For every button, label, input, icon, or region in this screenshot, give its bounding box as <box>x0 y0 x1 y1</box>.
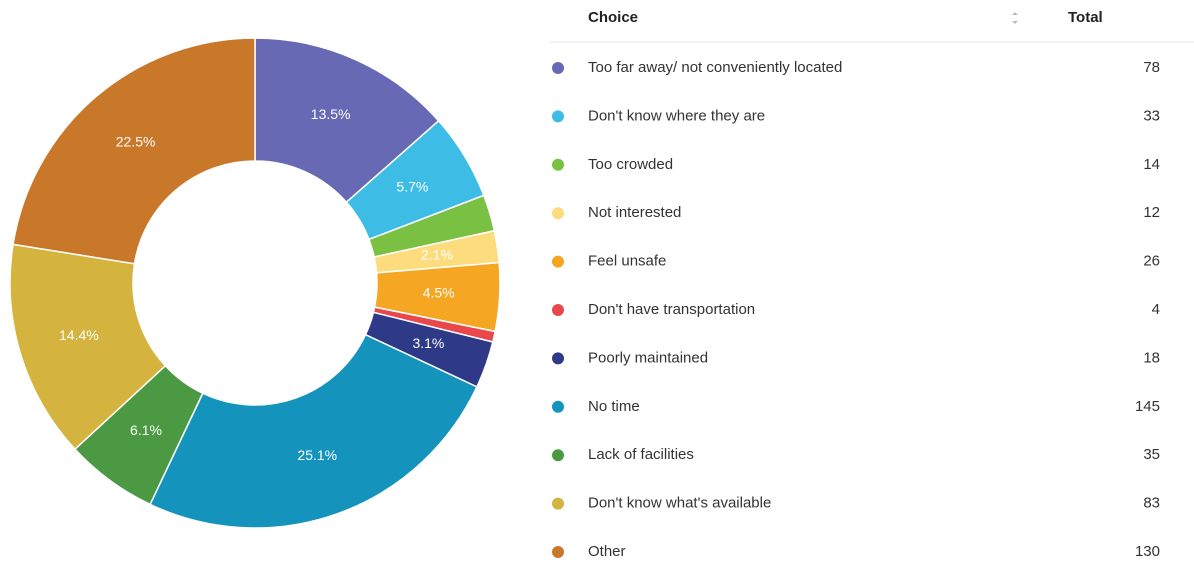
slice-label: 25.1% <box>297 447 337 463</box>
legend-dot <box>552 207 564 220</box>
total-value: 130 <box>1135 543 1160 560</box>
choice-label: Too crowded <box>588 156 673 173</box>
choice-label: Poorly maintained <box>588 349 708 366</box>
total-value: 18 <box>1143 349 1160 366</box>
sort-down <box>1012 21 1018 24</box>
slice-label: 3.1% <box>412 335 444 351</box>
slice <box>9 243 167 451</box>
choice-label: No time <box>588 398 640 415</box>
legend-dot <box>552 158 564 171</box>
legend-dot <box>552 255 564 268</box>
legend-dot <box>552 304 564 316</box>
slice-label: 22.5% <box>116 134 156 150</box>
choice-label: Feel unsafe <box>588 253 666 270</box>
header-total: Total <box>1068 9 1103 26</box>
slice-label: 6.1% <box>130 422 162 438</box>
legend-dot <box>552 497 564 510</box>
slice-label: 14.4% <box>59 327 99 343</box>
total-value: 14 <box>1143 156 1160 173</box>
total-value: 83 <box>1143 495 1160 512</box>
choice-label: Don't know what's available <box>588 495 771 512</box>
total-value: 145 <box>1135 398 1160 415</box>
legend-dot <box>552 110 564 123</box>
sort-icon[interactable] <box>1012 12 1018 24</box>
legend-dot <box>552 352 564 365</box>
choice-label: Other <box>588 543 626 560</box>
total-value: 35 <box>1143 446 1160 463</box>
header-choice: Choice <box>588 9 638 26</box>
slice <box>149 333 478 529</box>
total-value: 78 <box>1143 59 1160 76</box>
slice-label: 13.5% <box>311 106 351 122</box>
slice <box>12 37 256 265</box>
choice-label: Too far away/ not conveniently located <box>588 59 842 76</box>
legend-dot <box>552 449 564 462</box>
choice-label: Don't have transportation <box>588 301 755 318</box>
choice-label: Don't know where they are <box>588 107 765 124</box>
choice-label: Not interested <box>588 204 681 221</box>
total-value: 4 <box>1152 301 1160 318</box>
legend-dot <box>552 400 564 413</box>
choice-label: Lack of facilities <box>588 446 694 463</box>
total-value: 12 <box>1143 204 1160 221</box>
legend-dot <box>552 62 564 74</box>
total-value: 33 <box>1143 107 1160 124</box>
slice-label: 4.5% <box>423 284 455 300</box>
slice-label: 2.1% <box>421 246 453 262</box>
slice-label: 5.7% <box>396 178 428 194</box>
total-value: 26 <box>1143 253 1160 270</box>
legend-dot <box>552 546 564 558</box>
sort-up <box>1012 12 1018 15</box>
